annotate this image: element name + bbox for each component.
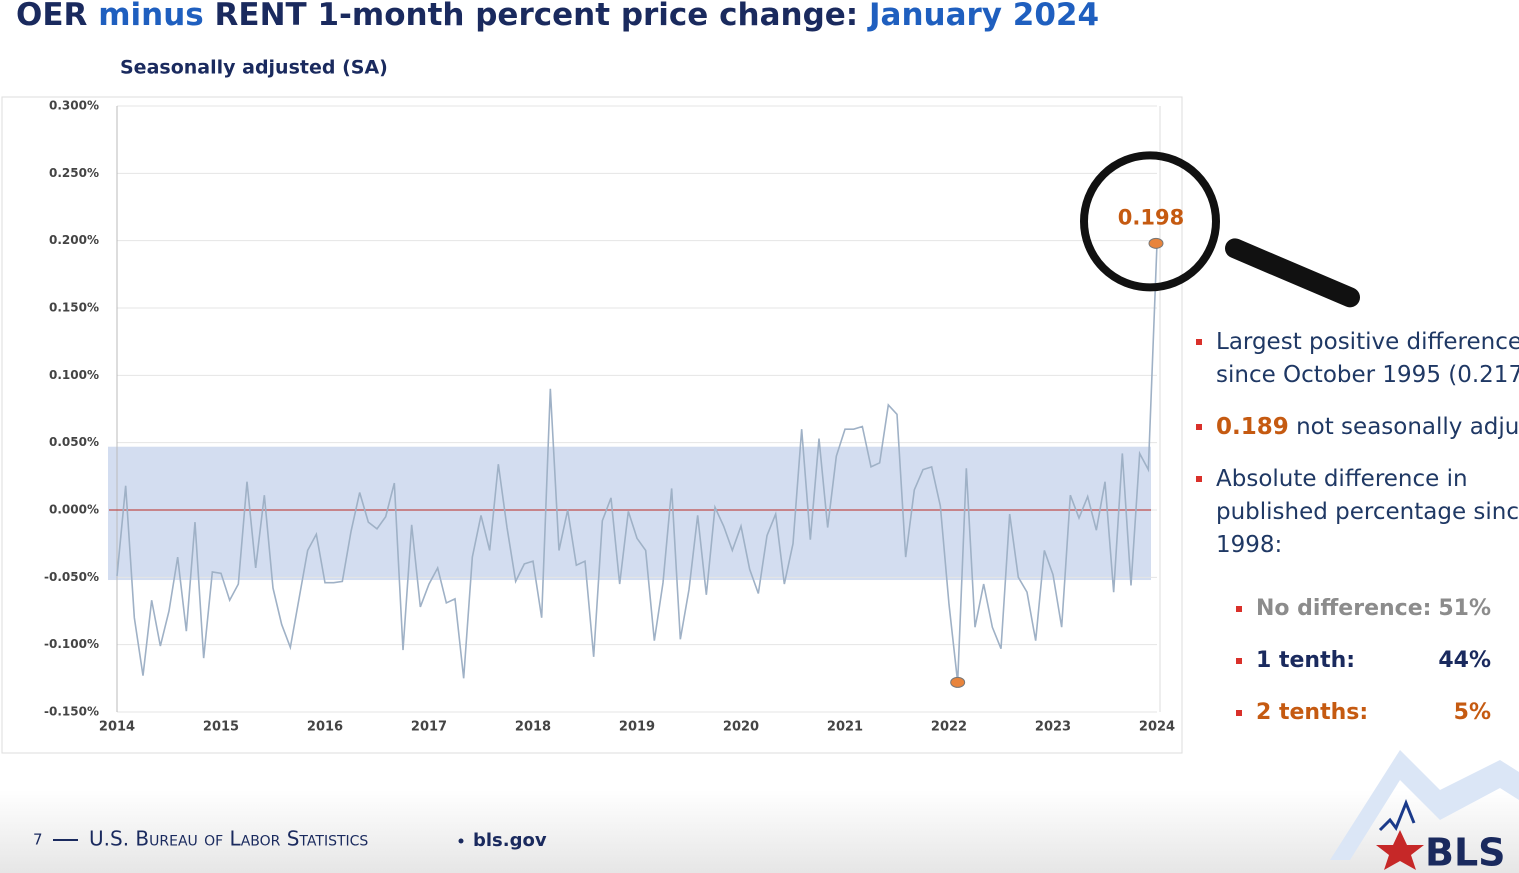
y-tick-label: 0.250% xyxy=(49,166,99,180)
breakdown-pct: 5% xyxy=(1453,700,1491,725)
title: OER minus RENT 1-month percent price cha… xyxy=(16,0,1099,33)
note-bullet: Absolute difference in published percent… xyxy=(1195,463,1519,562)
footer-page: 7 xyxy=(33,831,43,849)
plot: -0.150% -0.100% -0.050% 0.000% 0.050% 0.100% 0… xyxy=(44,99,1175,735)
subtitle: Seasonally adjusted (SA) xyxy=(120,57,388,79)
breakdown-row: 2 tenths: 5% xyxy=(1195,696,1519,748)
footer-bar xyxy=(0,790,1519,873)
breakdown-row: 1 tenth: 44% xyxy=(1195,644,1519,696)
title-part: January 2024 xyxy=(867,0,1099,33)
y-tick-label: -0.050% xyxy=(44,570,99,584)
chart-frame xyxy=(1,96,1183,754)
title-part: minus xyxy=(98,0,204,33)
logo-text: BLS xyxy=(1425,831,1506,873)
x-tick-label: 2024 xyxy=(1139,720,1175,735)
x-tick-label: 2020 xyxy=(723,720,759,735)
breakdown-pct: 51% xyxy=(1438,596,1491,621)
x-tick-label: 2018 xyxy=(515,720,551,735)
logo-star xyxy=(1376,830,1424,870)
x-tick-label: 2015 xyxy=(203,720,239,735)
y-tick-label: 0.200% xyxy=(49,233,99,247)
magnifier-handle xyxy=(1225,238,1360,308)
breakdown-label: 1 tenth: xyxy=(1256,648,1356,673)
nsa-value: 0.189 xyxy=(1216,414,1289,440)
x-tick-label: 2023 xyxy=(1035,720,1071,735)
footer-site: bls.gov xyxy=(473,830,547,851)
y-tick-label: 0.050% xyxy=(49,435,99,449)
highlight-point xyxy=(950,676,966,688)
x-tick-label: 2019 xyxy=(619,720,655,735)
x-tick-label: 2021 xyxy=(827,720,863,735)
note-bullet: 0.189 not seasonally adjusted xyxy=(1195,411,1519,444)
y-tick-label: 0.000% xyxy=(49,503,99,517)
notes-panel: Largest positive difference since Octobe… xyxy=(1195,326,1519,748)
footer-dot xyxy=(458,838,464,844)
y-tick-label: -0.100% xyxy=(44,637,99,651)
data-line xyxy=(116,243,1158,683)
x-tick-label: 2022 xyxy=(931,720,967,735)
x-tick-label: 2017 xyxy=(411,720,447,735)
note-bullet: Largest positive difference since Octobe… xyxy=(1195,326,1519,392)
y-tick-label: -0.150% xyxy=(44,705,99,719)
highlight-label: 0.198 xyxy=(1118,205,1184,229)
title-part: OER xyxy=(16,0,88,33)
breakdown-row: No difference: 51% xyxy=(1195,592,1519,644)
highlight-point xyxy=(1148,237,1164,249)
nsa-text: not seasonally adjusted xyxy=(1296,414,1519,440)
x-tick-label: 2014 xyxy=(99,720,135,735)
breakdown-label: No difference: xyxy=(1256,596,1432,621)
breakdown-label: 2 tenths: xyxy=(1256,700,1369,725)
title-part: RENT 1-month percent price change: xyxy=(215,0,859,33)
y-tick-label: 0.100% xyxy=(49,368,99,382)
breakdown-pct: 44% xyxy=(1438,648,1491,673)
x-tick-label: 2016 xyxy=(307,720,343,735)
magnifier-lens xyxy=(1080,151,1220,292)
y-tick-label: 0.150% xyxy=(49,301,99,315)
footer-agency: U.S. Bureau of Labor Statistics xyxy=(89,827,368,851)
y-tick-label: 0.300% xyxy=(49,99,99,113)
logo-line xyxy=(1378,798,1416,832)
logo-backdrop xyxy=(1330,750,1519,860)
